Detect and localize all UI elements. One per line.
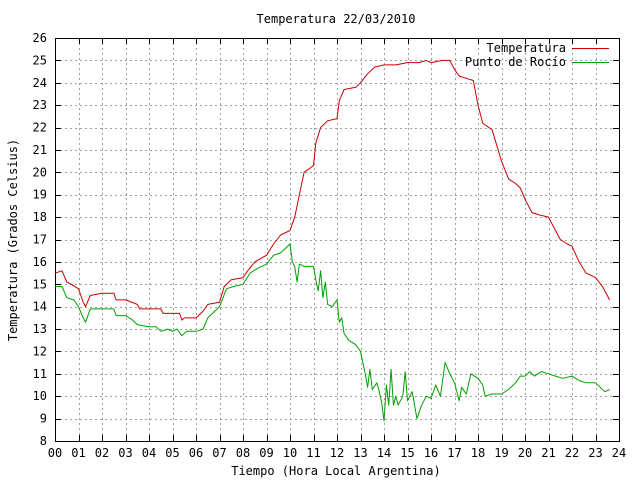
y-tick-label: 11 — [33, 367, 47, 381]
x-tick-label: 21 — [541, 446, 555, 460]
y-axis-ticks: 8 9 10 11 12 13 14 15 16 17 18 19 20 21 22 23 24 25 26 — [33, 31, 619, 448]
x-tick-label: 04 — [142, 446, 156, 460]
series-line-punto-de-rocio — [55, 243, 610, 422]
y-tick-label: 8 — [40, 434, 47, 448]
y-tick-label: 15 — [33, 277, 47, 291]
x-tick-label: 02 — [95, 446, 109, 460]
y-tick-label: 12 — [33, 344, 47, 358]
x-tick-label: 00 — [48, 446, 62, 460]
y-axis-label: Temperatura (Grados Celsius) — [6, 139, 20, 341]
y-tick-label: 22 — [33, 121, 47, 135]
x-tick-label: 16 — [424, 446, 438, 460]
series-group — [54, 59, 611, 422]
y-tick-label: 20 — [33, 165, 47, 179]
x-tick-label: 12 — [330, 446, 344, 460]
y-tick-label: 18 — [33, 210, 47, 224]
x-tick-label: 22 — [565, 446, 579, 460]
x-tick-label: 23 — [588, 446, 602, 460]
y-tick-label: 24 — [33, 76, 47, 90]
series-line-temperatura — [54, 59, 611, 321]
x-tick-label: 15 — [400, 446, 414, 460]
x-tick-label: 10 — [283, 446, 297, 460]
y-tick-label: 16 — [33, 255, 47, 269]
y-tick-label: 21 — [33, 143, 47, 157]
x-tick-label: 07 — [212, 446, 226, 460]
x-tick-label: 14 — [377, 446, 391, 460]
y-tick-label: 14 — [33, 300, 47, 314]
x-axis-label: Tiempo (Hora Local Argentina) — [231, 464, 441, 478]
x-tick-label: 18 — [471, 446, 485, 460]
x-tick-label: 01 — [71, 446, 85, 460]
x-axis-ticks: 00 01 02 03 04 05 06 07 08 09 10 11 12 13 14 15 16 17 18 19… — [48, 38, 626, 460]
x-tick-label: 08 — [236, 446, 250, 460]
x-tick-label: 19 — [494, 446, 508, 460]
x-tick-label: 11 — [306, 446, 320, 460]
y-tick-label: 23 — [33, 98, 47, 112]
y-tick-label: 25 — [33, 53, 47, 67]
y-tick-label: 17 — [33, 233, 47, 247]
legend-label: Punto de Rocío — [465, 55, 566, 69]
x-tick-label: 03 — [118, 446, 132, 460]
x-tick-label: 05 — [165, 446, 179, 460]
x-tick-label: 13 — [353, 446, 367, 460]
y-tick-label: 26 — [33, 31, 47, 45]
y-tick-label: 9 — [40, 412, 47, 426]
x-tick-label: 09 — [259, 446, 273, 460]
grid — [55, 38, 619, 441]
x-tick-label: 06 — [189, 446, 203, 460]
y-tick-label: 13 — [33, 322, 47, 336]
chart-title: Temperatura 22/03/2010 — [257, 12, 416, 26]
x-tick-label: 17 — [447, 446, 461, 460]
y-tick-label: 19 — [33, 188, 47, 202]
x-tick-label: 20 — [518, 446, 532, 460]
legend-label: Temperatura — [487, 41, 566, 55]
y-tick-label: 10 — [33, 389, 47, 403]
x-tick-label: 24 — [612, 446, 626, 460]
